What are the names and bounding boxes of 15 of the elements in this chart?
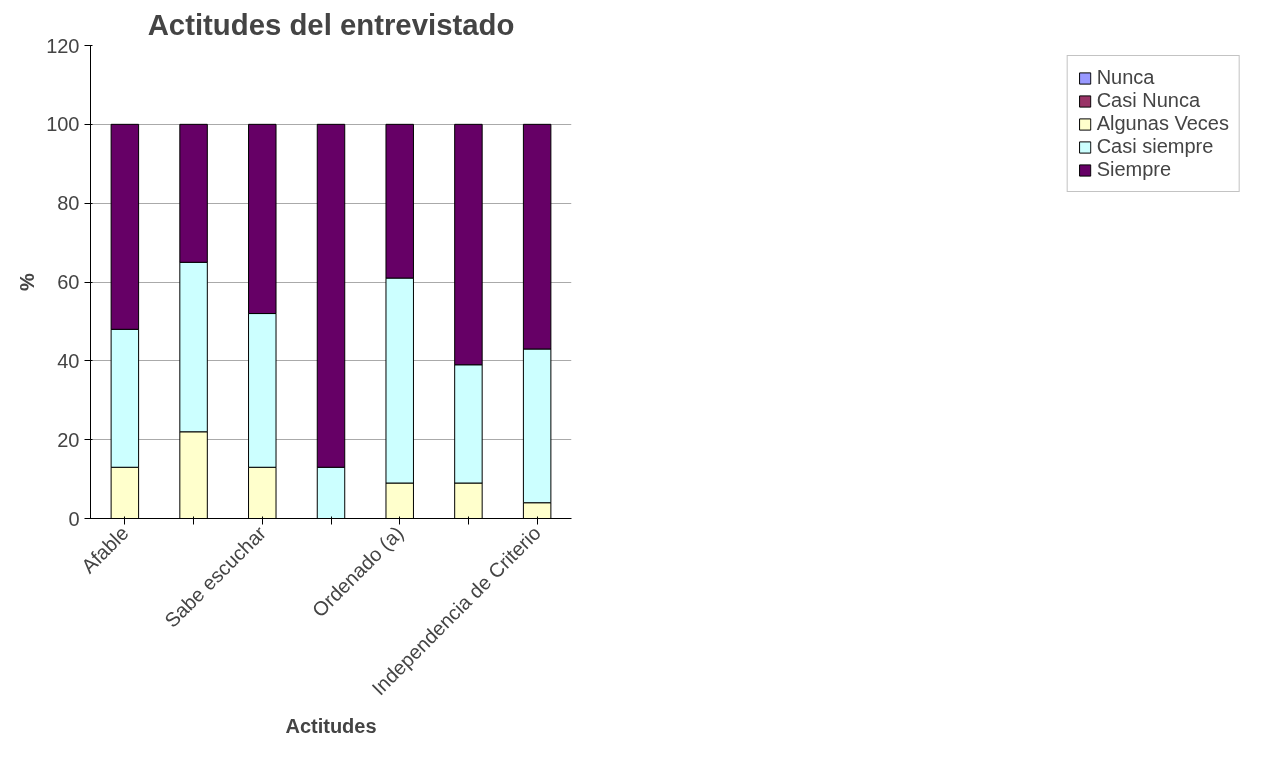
legend-label: Casi siempre (1096, 135, 1214, 158)
legend-label: Algunas Veces (1096, 112, 1229, 135)
y-axis-title: % (16, 272, 39, 291)
y-tick-label: 100 (46, 113, 80, 136)
y-tick-label: 60 (57, 271, 80, 293)
legend-label: Casi Nunca (1096, 89, 1201, 112)
x-axis-title: Actitudes (285, 715, 377, 738)
legend-label: Siempre (1096, 158, 1172, 181)
y-tick-label: 80 (57, 192, 80, 215)
y-tick-label: 0 (68, 507, 80, 530)
y-tick-label: 120 (46, 34, 80, 57)
y-tick-label: 40 (57, 349, 80, 372)
legend-label: Nunca (1096, 66, 1155, 89)
chart-title: Actitudes del entrevistado (147, 7, 515, 41)
y-tick-label: 20 (57, 428, 80, 451)
